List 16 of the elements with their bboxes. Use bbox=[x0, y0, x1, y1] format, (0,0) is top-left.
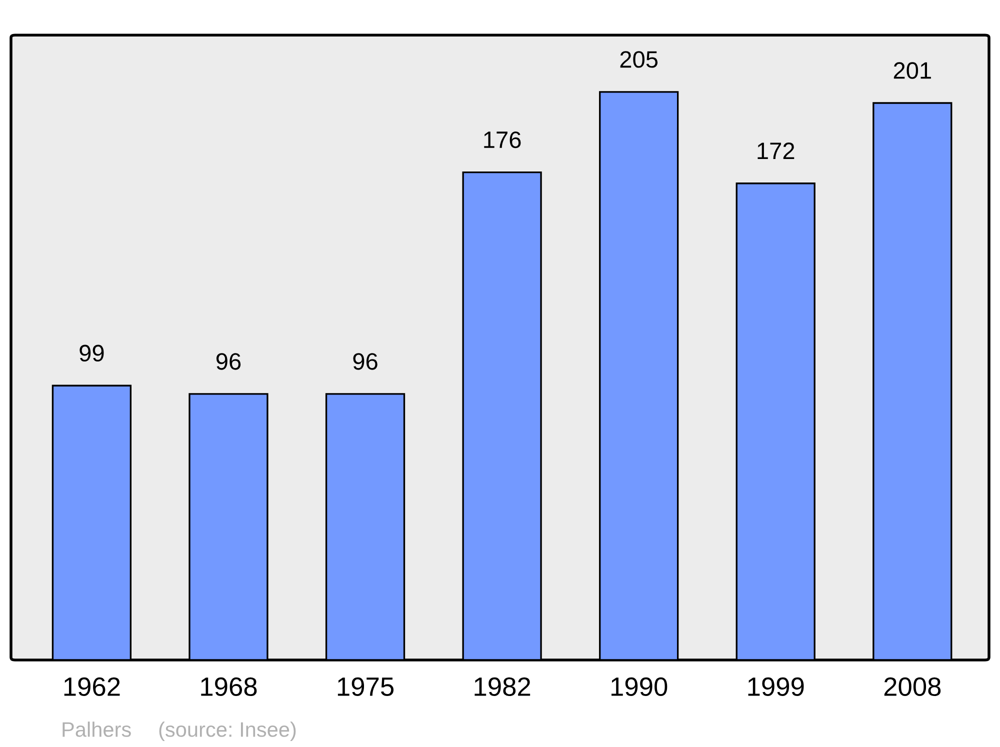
text: Palhers bbox=[62, 722, 131, 737]
text: (source: Insee) bbox=[159, 722, 296, 742]
x-tick-label: 1999 bbox=[748, 677, 804, 696]
data-label: 176 bbox=[484, 131, 521, 148]
data-label: 99 bbox=[80, 344, 104, 362]
x-tick-label: 1968 bbox=[201, 677, 257, 696]
data-label: 201 bbox=[894, 62, 931, 79]
x-tick-label: 1982 bbox=[474, 677, 530, 696]
x-tick-label: 1990 bbox=[612, 677, 668, 696]
x-tick-label: 2008 bbox=[884, 677, 941, 696]
x-tick-label: 1975 bbox=[338, 677, 394, 696]
x-tick-label: 1962 bbox=[64, 677, 120, 696]
data-label: 96 bbox=[353, 353, 378, 370]
data-label: 205 bbox=[620, 51, 658, 68]
data-label: 96 bbox=[216, 353, 241, 370]
data-label: 172 bbox=[758, 142, 794, 160]
